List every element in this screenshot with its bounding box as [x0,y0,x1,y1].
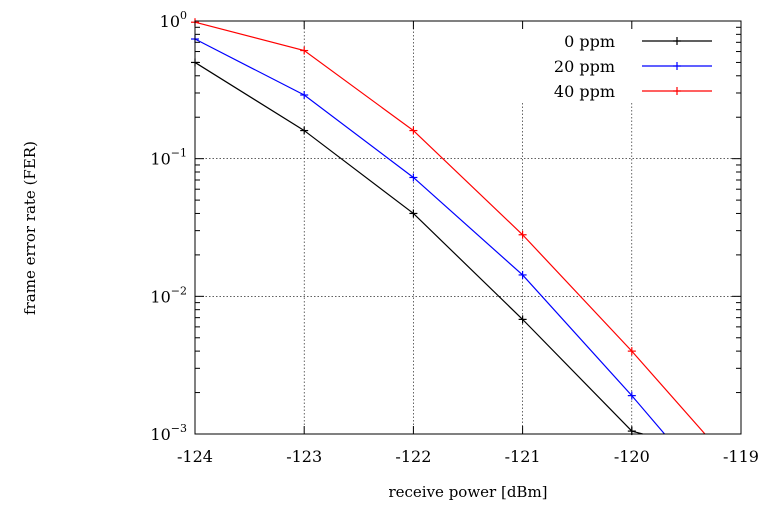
data-point [300,91,309,100]
x-tick-label: -119 [723,447,759,466]
grid [195,21,741,434]
x-axis-title: receive power [dBm] [388,483,547,501]
y-tick-base: 10 [150,150,170,169]
y-tick-exponent: 0 [180,9,187,22]
data-point [300,46,309,55]
x-tick-label: -120 [614,447,650,466]
y-tick-base: 10 [150,425,170,444]
legend-label: 20 ppm [554,57,615,76]
y-tick-label: 10−2 [150,284,187,306]
series-lines [191,18,706,436]
data-point [409,126,418,135]
y-tick-label: 10−3 [150,422,187,444]
x-tick-label: -122 [395,447,431,466]
y-tick-label: 10−1 [150,147,187,169]
data-point [627,347,636,356]
ticks [194,20,742,435]
y-tick-base: 10 [160,12,180,31]
data-point [300,126,309,135]
plot-frame [194,20,742,435]
legend-marker [673,62,681,70]
y-axis-title: frame error rate (FER) [21,141,39,315]
data-point [518,315,527,324]
x-tick-label: -124 [177,447,213,466]
y-tick-label: 100 [160,9,187,31]
data-point [627,391,636,400]
data-point [518,230,527,239]
legend: 0 ppm 20 ppm 40 ppm [554,32,712,101]
legend-marker [673,37,681,45]
data-point [518,270,527,279]
legend-marker [673,87,681,95]
data-point [409,209,418,218]
y-tick-exponent: −3 [171,422,187,435]
y-tick-exponent: −2 [171,284,187,297]
y-tick-base: 10 [150,287,170,306]
data-point [409,173,418,182]
y-tick-exponent: −1 [171,147,187,160]
legend-label: 40 ppm [554,82,615,101]
series-line [194,61,643,435]
series-line [194,38,666,435]
legend-label: 0 ppm [564,32,615,51]
x-tick-label: -121 [505,447,541,466]
x-tick-label: -123 [286,447,322,466]
series-line [194,21,706,435]
